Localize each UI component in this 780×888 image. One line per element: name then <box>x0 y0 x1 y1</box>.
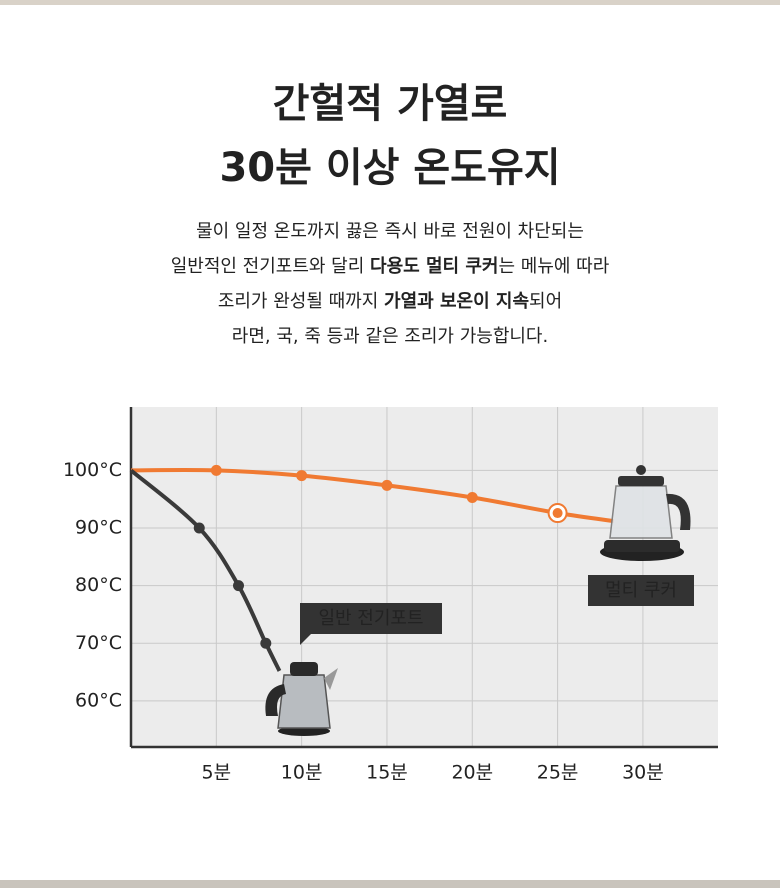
chart: 100°C 90°C 80°C 70°C 60°C 5분 10분 15분 20분 25분 30분 멀티… <box>63 407 718 784</box>
x-tick-label: 15분 <box>366 762 408 784</box>
text: 일반적인 전기포트와 달리 <box>171 256 370 277</box>
text: 조리가 완성될 때까지 <box>218 291 384 312</box>
legend-label: 일반 전기포트 <box>318 608 423 629</box>
y-tick-label: 80°C <box>75 574 122 596</box>
legend-box <box>588 575 694 606</box>
legend-box <box>300 603 442 634</box>
x-tick-label: 10분 <box>281 762 323 784</box>
data-point <box>296 470 308 482</box>
top-strip <box>0 0 780 5</box>
heading: 간헐적 가열로 <box>273 81 508 127</box>
data-point <box>210 464 222 476</box>
y-tick-label: 60°C <box>75 689 122 711</box>
callout-pointer <box>300 633 312 645</box>
data-point <box>233 580 245 592</box>
description-line: 라면, 국, 죽 등과 같은 조리가 가능합니다. <box>232 326 548 347</box>
description-line: 일반적인 전기포트와 달리 다용도 멀티 쿠커는 메뉴에 따라 <box>171 256 610 277</box>
data-point <box>193 522 205 534</box>
data-point <box>260 637 272 649</box>
y-tick-label: 100°C <box>63 459 122 481</box>
electric-pot-image <box>265 662 338 736</box>
x-tick-label: 20분 <box>451 762 493 784</box>
data-point <box>552 508 563 519</box>
multi-cooker-image <box>600 465 691 561</box>
y-tick-label: 90°C <box>75 517 122 539</box>
bottom-strip <box>0 880 780 888</box>
bold-text: 다용도 멀티 쿠커 <box>370 256 498 277</box>
x-tick-label: 5분 <box>202 762 232 784</box>
x-tick-label: 30분 <box>622 762 664 784</box>
legend-label: 멀티 쿠커 <box>605 580 677 601</box>
description-line: 조리가 완성될 때까지 가열과 보온이 지속되어 <box>218 291 562 312</box>
text: 는 메뉴에 따라 <box>498 256 609 277</box>
y-tick-label: 70°C <box>75 632 122 654</box>
heading: 30분 이상 온도유지 <box>219 145 560 191</box>
data-point <box>381 479 393 491</box>
description-line: 물이 일정 온도까지 끓은 즉시 바로 전원이 차단되는 <box>196 221 584 242</box>
text: 라면, 국, 죽 등과 같은 조리가 가능합니다. <box>232 326 548 347</box>
data-point <box>466 491 478 503</box>
text: 되어 <box>529 291 562 312</box>
bold-text: 가열과 보온이 지속 <box>384 291 529 312</box>
x-tick-label: 25분 <box>537 762 579 784</box>
text: 물이 일정 온도까지 끓은 즉시 바로 전원이 차단되는 <box>196 221 584 242</box>
